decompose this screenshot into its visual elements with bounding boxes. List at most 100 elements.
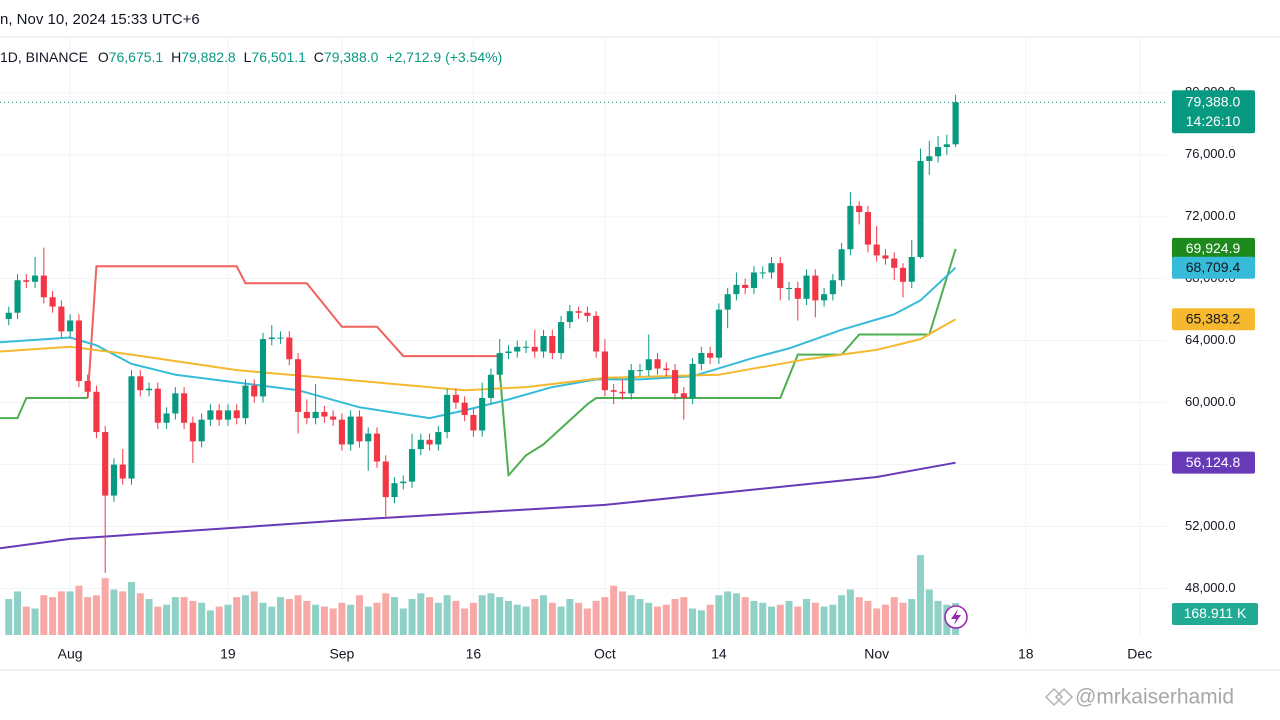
volume-bar xyxy=(846,589,854,635)
candle-body xyxy=(137,376,144,391)
candle-body xyxy=(601,351,608,391)
candle-layer xyxy=(0,94,1166,574)
candle-body xyxy=(715,309,722,358)
legend-value: 76,675.1 xyxy=(109,49,164,65)
candle-body xyxy=(426,439,433,445)
candle-body xyxy=(505,351,512,354)
candle-body xyxy=(934,146,942,157)
volume-bar xyxy=(627,595,635,635)
candle-body xyxy=(636,370,644,372)
indicator-line xyxy=(0,318,957,392)
candle-body xyxy=(14,280,21,313)
volume-bar xyxy=(66,591,74,635)
volume-bar xyxy=(592,600,600,635)
volume-bar xyxy=(241,595,249,635)
volume-bar xyxy=(49,597,57,635)
candle-body xyxy=(698,353,705,364)
candle-body xyxy=(163,413,170,423)
volume-bar xyxy=(890,597,898,635)
volume-bar xyxy=(531,598,539,635)
volume-bar xyxy=(22,606,30,635)
volume-bar xyxy=(610,585,618,635)
volume-bar xyxy=(575,602,583,635)
volume-bar xyxy=(259,602,267,635)
candle-body xyxy=(566,311,573,323)
y-tick-label: 52,000.0 xyxy=(1185,518,1236,533)
watermark-text: @mrkaiserhamid xyxy=(1075,686,1234,709)
volume-bar xyxy=(706,604,714,635)
candle-body xyxy=(882,255,889,259)
candle-body xyxy=(908,256,915,282)
volume-bar xyxy=(14,591,22,635)
volume-bar xyxy=(548,602,556,635)
axis-labels: 48,000.052,000.056,000.060,000.064,000.0… xyxy=(58,84,1258,662)
candle-body xyxy=(338,419,345,445)
volume-bar xyxy=(715,595,723,635)
volume-bar xyxy=(391,597,399,635)
volume-bar xyxy=(724,591,732,635)
indicator-line xyxy=(0,397,88,420)
candle-body xyxy=(461,402,468,416)
y-tick-label: 60,000.0 xyxy=(1185,394,1236,409)
header-datetime: n, Nov 10, 2024 15:33 UTC+6 xyxy=(0,11,200,28)
volume-bar xyxy=(820,606,828,635)
volume-label-box xyxy=(1172,602,1258,625)
candle-body xyxy=(794,287,801,299)
volume-bar xyxy=(57,591,65,635)
volume-bar xyxy=(636,598,644,635)
candle-body xyxy=(58,306,65,332)
candle-body xyxy=(75,320,82,381)
candle-body xyxy=(154,388,161,423)
volume-bar xyxy=(329,608,337,635)
candle-body xyxy=(785,287,793,289)
candle-body xyxy=(233,410,240,419)
candle-body xyxy=(899,267,907,282)
candle-body xyxy=(435,432,442,445)
volume-bar xyxy=(881,604,889,635)
indicator-layer xyxy=(0,248,957,550)
volume-bar xyxy=(689,608,697,635)
candle-body xyxy=(268,337,275,340)
volume-bar xyxy=(373,602,381,635)
candle-body xyxy=(496,353,503,375)
volume-bar xyxy=(917,555,925,635)
candle-body xyxy=(110,464,118,496)
candle-body xyxy=(680,393,687,398)
candle-body xyxy=(549,336,556,354)
candle-body xyxy=(952,102,959,145)
candle-body xyxy=(400,481,407,484)
volume-bar xyxy=(469,602,477,635)
volume-bar xyxy=(399,608,407,635)
legend-key: O xyxy=(98,49,109,65)
volume-bar xyxy=(154,606,162,635)
candle-body xyxy=(303,411,310,419)
candle-body xyxy=(917,160,924,257)
countdown-label: 14:26:10 xyxy=(1186,113,1241,129)
volume-bar xyxy=(408,598,416,635)
candle-body xyxy=(84,380,91,392)
candle-body xyxy=(119,464,126,479)
volume-bar xyxy=(583,608,591,635)
alert-icon xyxy=(944,605,968,629)
candle-body xyxy=(470,415,477,431)
volume-bar xyxy=(794,606,802,635)
candle-body xyxy=(663,368,670,371)
volume-bar xyxy=(320,606,328,635)
volume-bar xyxy=(662,604,670,635)
volume-bar xyxy=(75,585,83,635)
volume-bar xyxy=(540,595,548,635)
candle-body xyxy=(67,320,74,332)
volume-bar xyxy=(478,595,486,635)
candle-body xyxy=(382,461,389,498)
volume-bar xyxy=(750,600,758,635)
indicator-label: 65,383.2 xyxy=(1186,310,1241,326)
candle-body xyxy=(707,353,714,358)
candle-body xyxy=(821,294,828,301)
candle-body xyxy=(803,275,810,299)
indicator-label: 68,709.4 xyxy=(1186,259,1241,275)
legend-key: L xyxy=(244,49,252,65)
x-tick-label: 16 xyxy=(466,646,482,662)
volume-bar xyxy=(92,595,100,635)
volume-label: 168.911 K xyxy=(1184,605,1247,621)
